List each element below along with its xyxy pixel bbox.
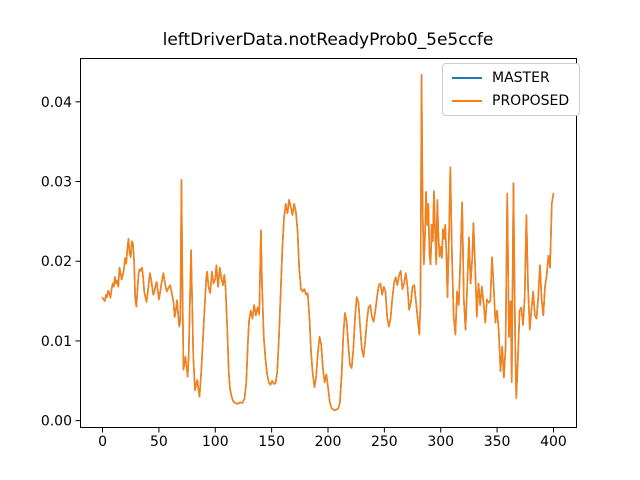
x-tick-label: 100 [202,434,229,450]
x-tick-label: 300 [427,434,454,450]
x-tick-label: 400 [540,434,567,450]
master-line [101,73,555,412]
legend-label-proposed: PROPOSED [492,93,570,109]
y-tick-label: 0.00 [41,414,72,430]
axes-frame [80,58,577,428]
y-tick-label: 0.04 [41,95,72,111]
legend: MASTER PROPOSED [442,63,581,116]
x-tick-label: 50 [150,434,168,450]
master-line-swatch [452,77,482,79]
x-tick-label: 250 [371,434,398,450]
x-tick-label: 0 [98,434,107,450]
legend-entry-proposed: PROPOSED [452,93,569,109]
chart-title: leftDriverData.notReadyProb0_5e5ccfe [162,30,494,50]
x-tick-label: 150 [258,434,285,450]
x-tick-label: 200 [315,434,342,450]
legend-label-master: MASTER [492,70,550,86]
legend-entry-master: MASTER [452,70,569,86]
y-tick-label: 0.01 [41,334,72,350]
y-tick-label: 0.03 [41,175,72,191]
proposed-line-swatch [452,100,482,102]
proposed-line [101,73,555,412]
y-tick-label: 0.02 [41,254,72,270]
x-tick-label: 350 [484,434,511,450]
